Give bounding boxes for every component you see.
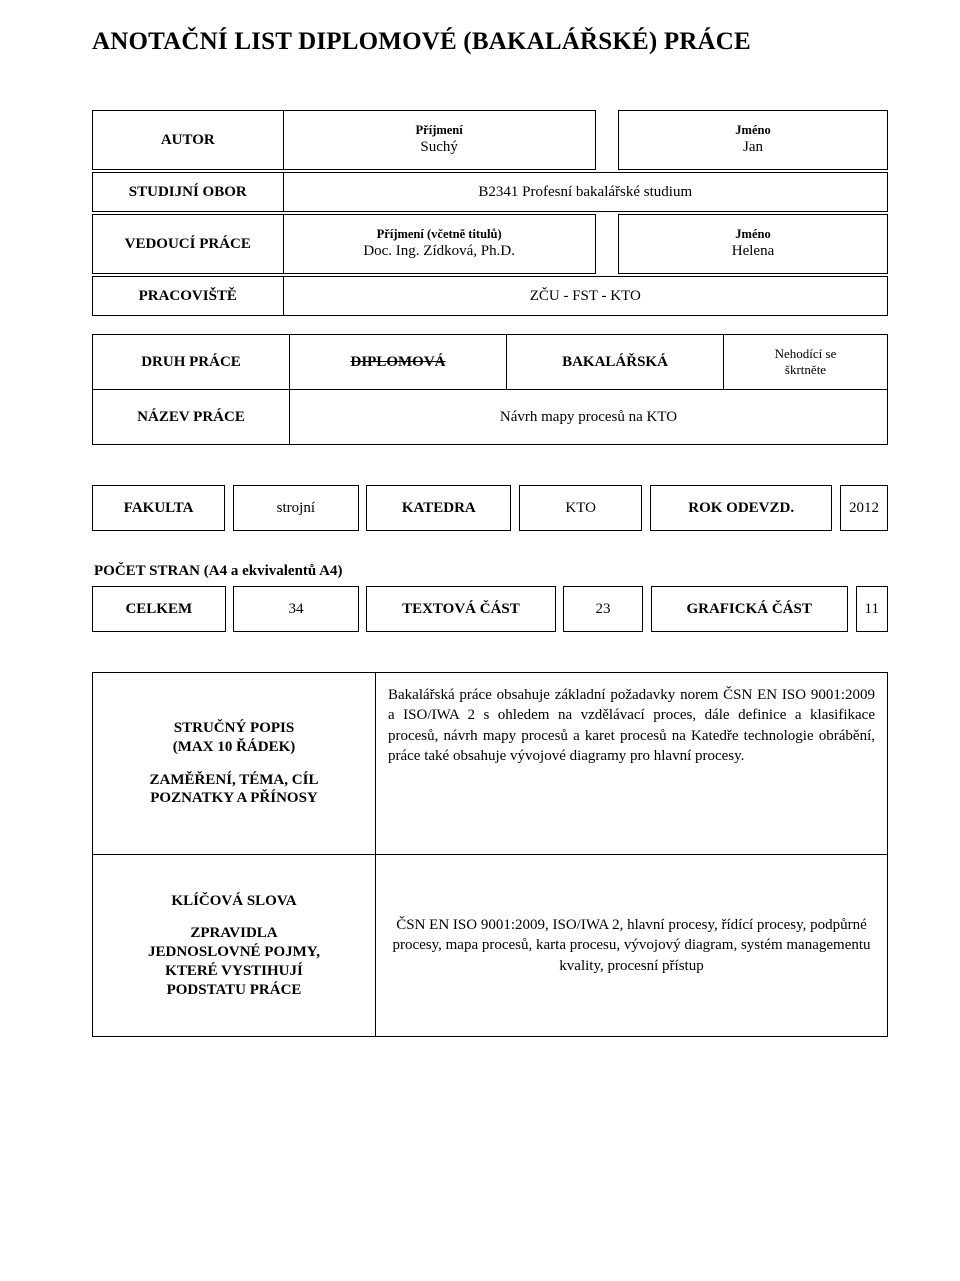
summary-label-4: POZNATKY A PŘÍNOSY [109,789,359,808]
label-graphic-part: GRAFICKÁ ČÁST [651,587,847,632]
bachelor-option: BAKALÁŘSKÁ [507,335,724,390]
label-field: STUDIJNÍ OBOR [93,173,284,212]
kw-label-2: JEDNOSLOVNÉ POJMY, [109,943,359,962]
summary-table: STRUČNÝ POPIS (MAX 10 ŘÁDEK) ZAMĚŘENÍ, T… [92,672,888,1037]
diploma-option: DIPLOMOVÁ [290,335,507,390]
page-root: ANOTAČNÍ LIST DIPLOMOVÉ (BAKALÁŘSKÉ) PRÁ… [0,0,960,1281]
header-table: AUTOR Příjmení Suchý Jméno Jan STUDIJNÍ … [92,110,888,316]
label-faculty: FAKULTA [93,486,225,531]
label-total: CELKEM [93,587,226,632]
label-workplace: PRACOVIŠTĚ [93,277,284,316]
label-text-part: TEXTOVÁ ČÁST [367,587,555,632]
label-year: ROK ODEVZD. [651,486,832,531]
label-surname: Příjmení [292,123,587,139]
kw-label-3: KTERÉ VYSTIHUJÍ [109,962,359,981]
summary-label-1: STRUČNÝ POPIS [109,719,359,738]
type-table: DRUH PRÁCE DIPLOMOVÁ BAKALÁŘSKÁ Nehodící… [92,334,888,445]
label-work-type: DRUH PRÁCE [93,335,290,390]
faculty-value: strojní [233,486,358,531]
label-name: Jméno [627,123,879,139]
supervisor-surname: Doc. Ing. Zídková, Ph.D. [292,242,587,261]
graphic-part-value: 11 [856,587,887,632]
pages-table: CELKEM 34 TEXTOVÁ ČÁST 23 GRAFICKÁ ČÁST … [92,586,888,632]
label-name2: Jméno [627,227,879,243]
label-author: AUTOR [93,111,284,170]
workplace-value: ZČU - FST - KTO [283,277,887,316]
text-part-value: 23 [564,587,643,632]
kw-label-1: ZPRAVIDLA [109,924,359,943]
total-value: 34 [234,587,358,632]
label-department: KATEDRA [367,486,511,531]
supervisor-name: Helena [627,242,879,261]
summary-text: Bakalářská práce obsahuje základní požad… [376,673,888,855]
strike-hint-1: Nehodící se [732,346,879,362]
keywords-text: ČSN EN ISO 9001:2009, ISO/IWA 2, hlavní … [376,855,888,1037]
thesis-title-value: Návrh mapy procesů na KTO [290,390,888,445]
kw-label-4: PODSTATU PRÁCE [109,981,359,1000]
label-surname-titles: Příjmení (včetně titulů) [292,227,587,243]
label-title: NÁZEV PRÁCE [93,390,290,445]
page-title: ANOTAČNÍ LIST DIPLOMOVÉ (BAKALÁŘSKÉ) PRÁ… [92,28,888,56]
faculty-table: FAKULTA strojní KATEDRA KTO ROK ODEVZD. … [92,485,888,531]
department-value: KTO [519,486,642,531]
label-supervisor: VEDOUCÍ PRÁCE [93,215,284,274]
author-surname: Suchý [292,138,587,157]
strike-hint-2: škrtněte [732,362,879,378]
year-value: 2012 [841,486,888,531]
field-value: B2341 Profesní bakalářské studium [283,173,887,212]
pages-header: POČET STRAN (A4 a ekvivalentů A4) [94,563,888,580]
summary-label-2: (MAX 10 ŘÁDEK) [109,738,359,757]
summary-label-3: ZAMĚŘENÍ, TÉMA, CÍL [109,771,359,790]
keywords-label: KLÍČOVÁ SLOVA [109,892,359,911]
author-name: Jan [627,138,879,157]
